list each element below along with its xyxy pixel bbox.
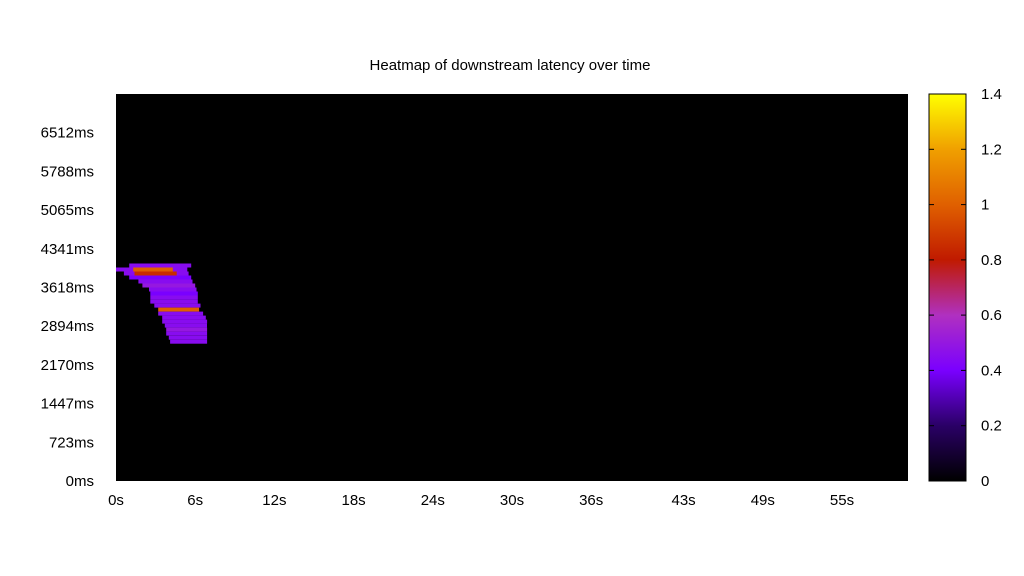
heatmap-cell <box>168 335 208 340</box>
y-tick-label: 2170ms <box>41 357 94 374</box>
y-axis: 0ms 723ms 1447ms 2170ms 2894ms 3618ms 4341ms 50… <box>41 125 94 490</box>
x-tick-label: 30s <box>500 492 524 509</box>
colorbar-tick-label: 0.4 <box>981 362 1002 379</box>
colorbar-axis: 0 0.2 0.4 0.6 0.8 1 1.2 1.4 <box>929 86 1002 490</box>
x-tick-label: 24s <box>421 492 445 509</box>
colorbar-tick-label: 0.8 <box>981 252 1002 269</box>
x-tick-label: 55s <box>830 492 854 509</box>
heatmap-cell <box>142 283 196 288</box>
heatmap-cell <box>133 267 173 272</box>
x-tick-label: 0s <box>108 492 124 509</box>
y-tick-label: 723ms <box>49 434 94 451</box>
heatmap-cell <box>158 311 204 316</box>
heatmap-cell <box>138 279 193 284</box>
heatmap-cell <box>158 307 200 312</box>
colorbar-tick-label: 0.2 <box>981 418 1002 435</box>
heatmap-cells <box>116 263 208 344</box>
heatmap-cell <box>166 331 208 336</box>
x-tick-label: 49s <box>751 492 775 509</box>
x-tick-label: 6s <box>187 492 203 509</box>
heatmap-cell <box>154 303 201 308</box>
y-tick-label: 0ms <box>66 473 94 490</box>
colorbar-tick-label: 1 <box>981 197 989 214</box>
y-tick-label: 6512ms <box>41 125 94 142</box>
x-tick-label: 43s <box>672 492 696 509</box>
heatmap-cell <box>170 339 208 344</box>
x-axis: 0s 6s 12s 18s 24s 30s 36s 43s 49s 55s <box>108 492 854 509</box>
heatmap-cell <box>129 275 192 280</box>
colorbar-tick-label: 1.2 <box>981 141 1002 158</box>
x-tick-label: 12s <box>262 492 286 509</box>
heatmap-cell <box>162 319 208 324</box>
heatmap-cell <box>166 327 208 332</box>
colorbar <box>928 93 967 482</box>
y-tick-label: 2894ms <box>41 318 94 335</box>
colorbar-tick-label: 1.4 <box>981 86 1002 103</box>
x-tick-label: 36s <box>579 492 603 509</box>
heatmap-cell <box>162 315 206 320</box>
colorbar-tick-label: 0.6 <box>981 307 1002 324</box>
y-tick-label: 1447ms <box>41 396 94 413</box>
heatmap-cell <box>134 271 177 276</box>
heatmap-cell <box>150 291 198 296</box>
heatmap-cell <box>150 299 198 304</box>
colorbar-tick-label: 0 <box>981 473 989 490</box>
heatmap-cell <box>149 287 197 292</box>
chart-title: Heatmap of downstream latency over time <box>370 57 651 74</box>
y-tick-label: 4341ms <box>41 241 94 258</box>
heatmap-cell <box>129 263 192 268</box>
y-tick-label: 5788ms <box>41 163 94 180</box>
heatmap-cell <box>164 323 207 328</box>
plot-area <box>116 94 908 481</box>
y-tick-label: 3618ms <box>41 280 94 297</box>
y-tick-label: 5065ms <box>41 202 94 219</box>
heatmap-cell <box>150 295 198 300</box>
x-tick-label: 18s <box>342 492 366 509</box>
